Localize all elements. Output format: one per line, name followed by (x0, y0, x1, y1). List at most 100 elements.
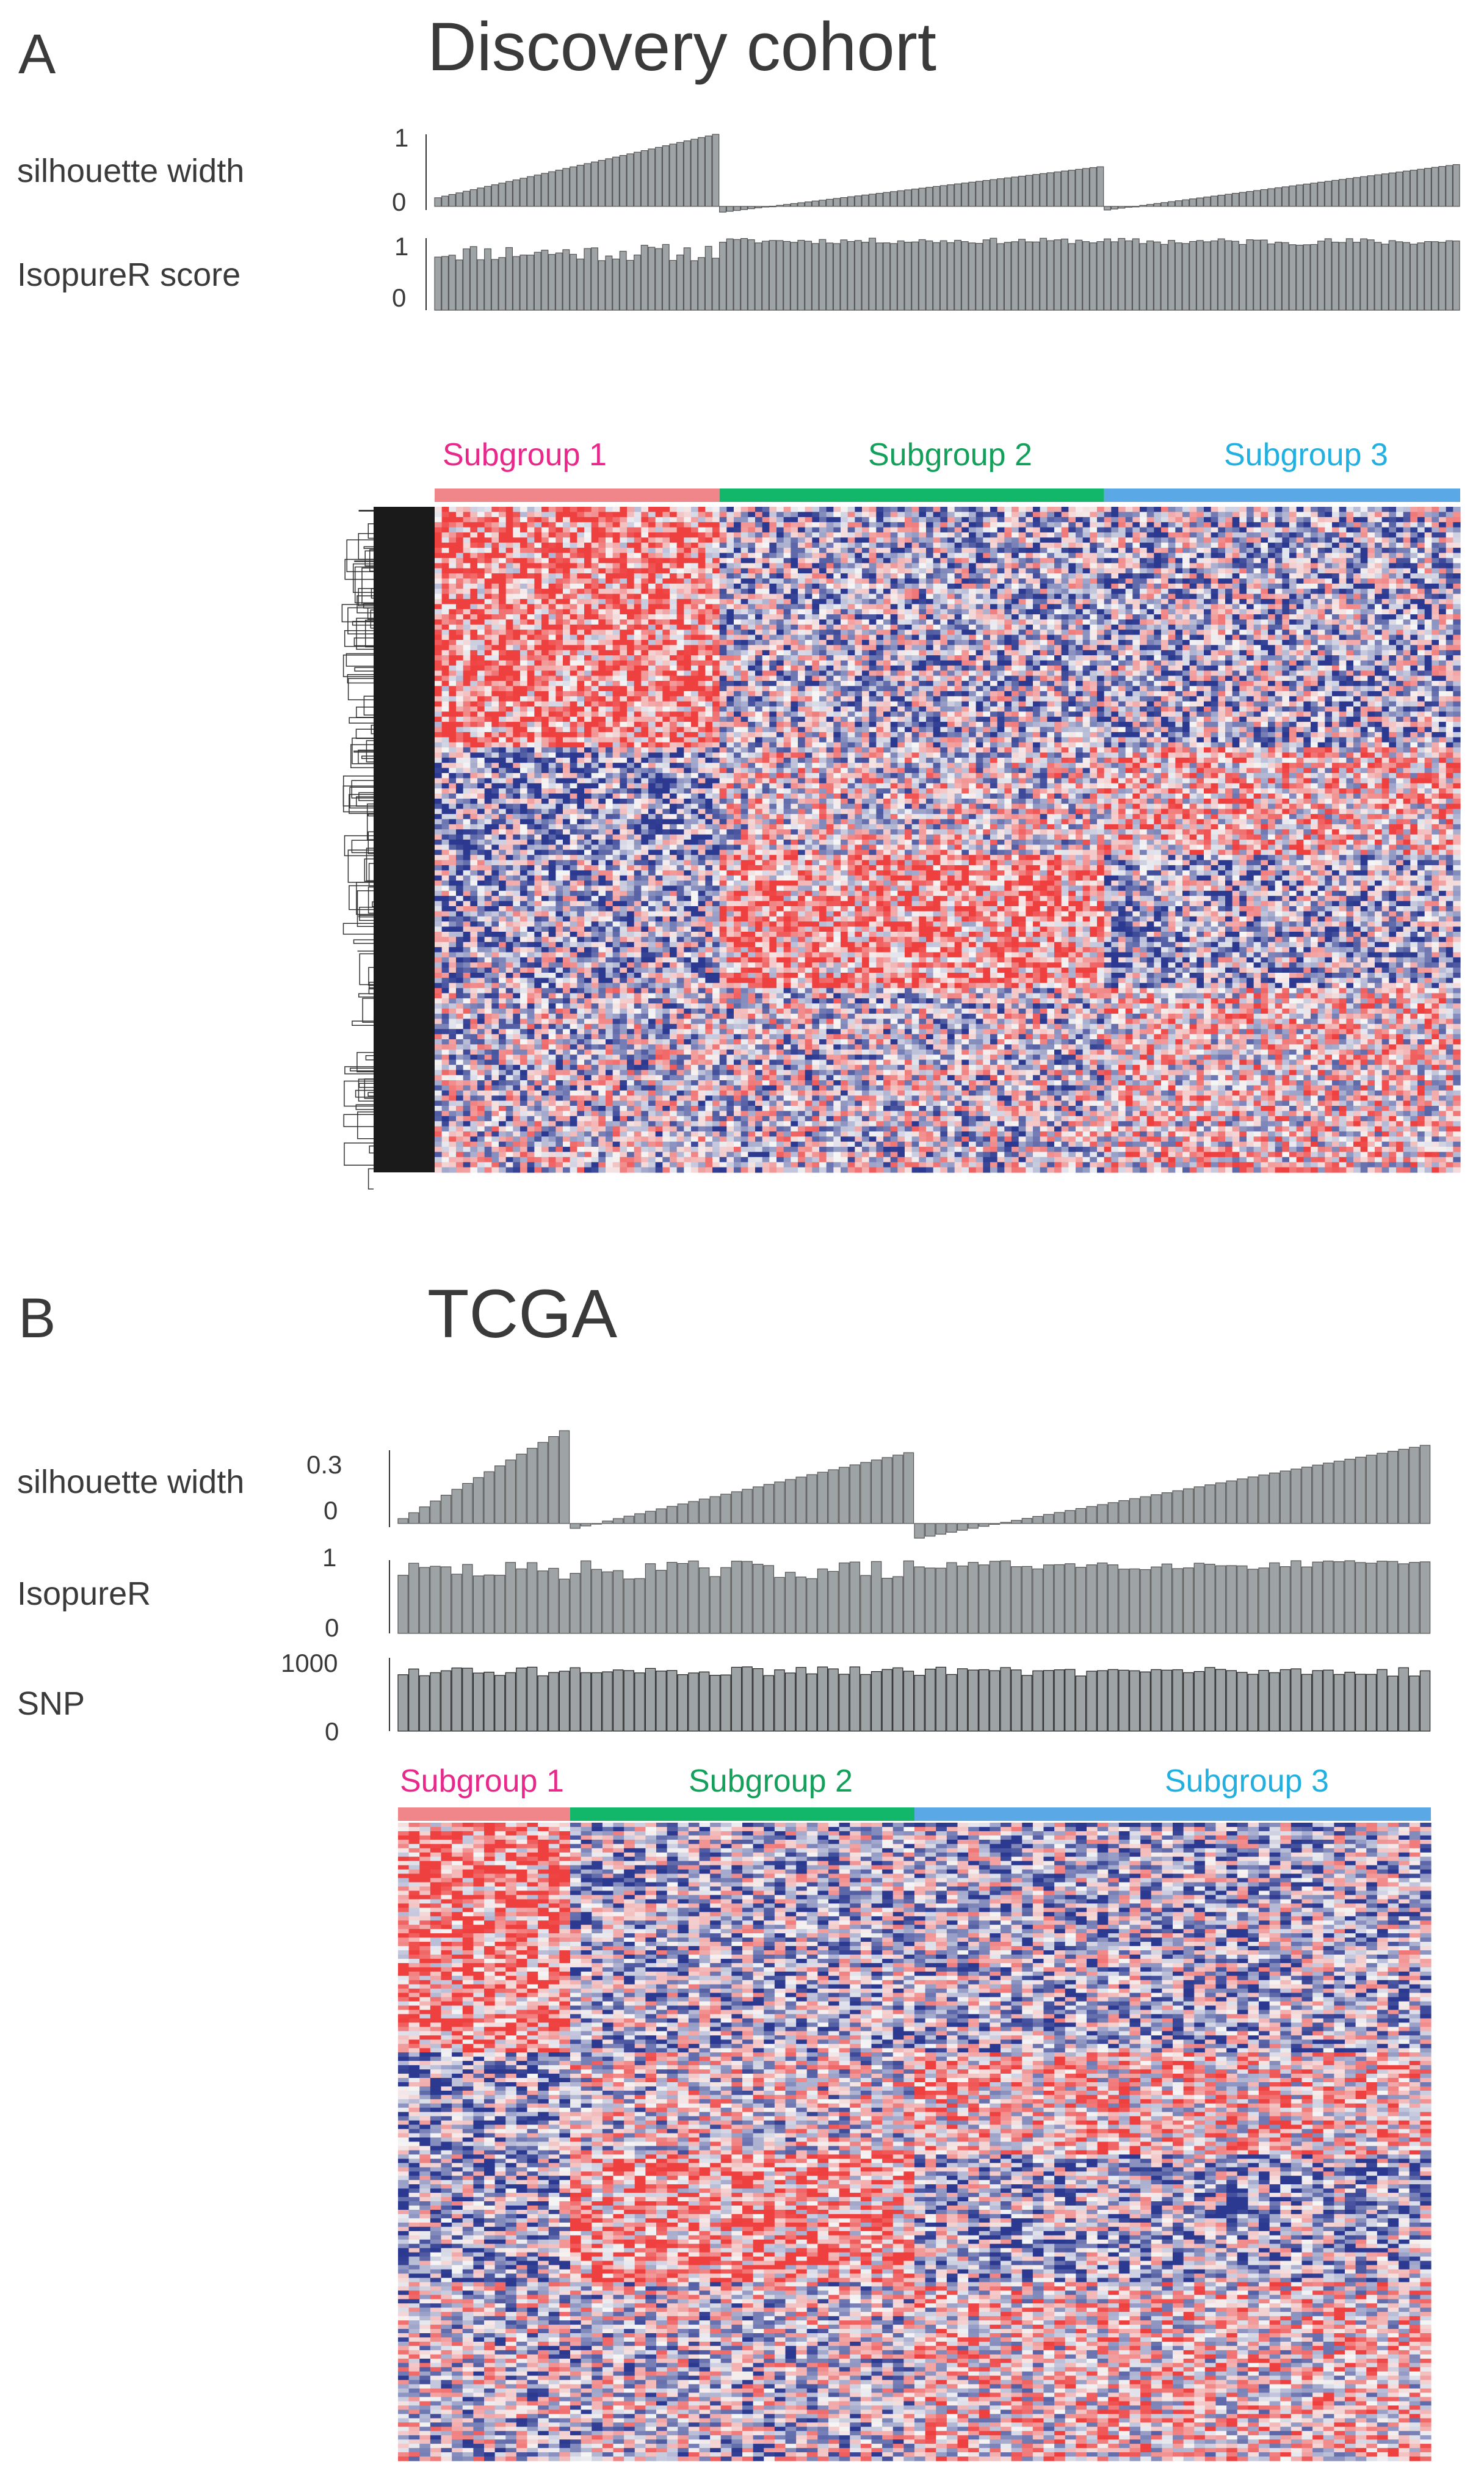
heatmap-cell (499, 517, 506, 523)
heatmap-cell (1161, 517, 1168, 523)
heatmap-cell (634, 548, 642, 553)
heatmap-cell (955, 666, 962, 671)
panel-a-subgroup-bar (435, 488, 1460, 502)
heatmap-cell (1261, 625, 1268, 630)
heatmap-cell (435, 594, 442, 600)
heatmap-cell (606, 517, 613, 523)
heatmap-cell (897, 507, 905, 512)
heatmap-cell (947, 609, 955, 615)
heatmap-cell (1453, 548, 1460, 553)
heatmap-cell (662, 640, 670, 645)
heatmap-cell (570, 635, 577, 641)
heatmap-cell (1375, 584, 1382, 589)
heatmap-cell (1417, 543, 1425, 548)
heatmap-cell (855, 573, 862, 579)
heatmap-cell (1026, 640, 1033, 645)
heatmap-cell (1318, 630, 1325, 635)
heatmap-cell (947, 645, 955, 650)
silhouette-bar (527, 176, 534, 206)
heatmap-cell (1161, 604, 1168, 609)
heatmap-cell (1090, 573, 1097, 579)
heatmap-cell (827, 661, 834, 666)
heatmap-cell (1254, 517, 1261, 523)
heatmap-cell (1225, 568, 1232, 574)
heatmap-cell (1232, 532, 1240, 538)
heatmap-cell (584, 543, 592, 548)
heatmap-cell (1026, 517, 1033, 523)
silhouette-bar (1297, 185, 1303, 206)
heatmap-cell (1175, 619, 1182, 625)
heatmap-cell (698, 599, 706, 605)
heatmap-cell (613, 507, 620, 512)
heatmap-cell (641, 630, 648, 635)
heatmap-cell (720, 666, 727, 671)
heatmap-cell (1239, 599, 1247, 605)
heatmap-cell (1453, 609, 1460, 615)
heatmap-cell (741, 537, 748, 543)
heatmap-cell (933, 532, 941, 538)
heatmap-cell (1261, 543, 1268, 548)
heatmap-cell (762, 635, 770, 641)
heatmap-cell (969, 619, 976, 625)
heatmap-cell (726, 532, 734, 538)
heatmap-cell (1147, 532, 1154, 538)
heatmap-cell (712, 666, 720, 671)
heatmap-cell (1047, 619, 1054, 625)
heatmap-cell (1196, 594, 1204, 600)
heatmap-cell (1382, 512, 1389, 517)
heatmap-cell (1083, 589, 1090, 594)
heatmap-cell (1068, 584, 1076, 589)
isopure-bar (734, 239, 740, 310)
heatmap-cell (1361, 604, 1368, 609)
heatmap-cell (463, 630, 471, 635)
heatmap-cell (819, 635, 827, 641)
heatmap-cell (1361, 640, 1368, 645)
heatmap-cell (961, 563, 969, 568)
heatmap-cell (791, 635, 798, 641)
heatmap-cell (1047, 512, 1054, 517)
heatmap-cell (1062, 619, 1069, 625)
heatmap-cell (677, 573, 684, 579)
heatmap-cell (592, 553, 599, 558)
heatmap-cell (1410, 558, 1417, 564)
heatmap-cell (969, 625, 976, 630)
heatmap-cell (862, 537, 869, 543)
heatmap-cell (1154, 584, 1161, 589)
isopure-bar (1396, 242, 1403, 310)
isopure-bar (613, 259, 620, 310)
heatmap-cell (1346, 625, 1353, 630)
heatmap-cell (684, 635, 691, 641)
heatmap-cell (1389, 522, 1396, 528)
heatmap-cell (1182, 548, 1190, 553)
heatmap-cell (449, 507, 456, 512)
heatmap-cell (1083, 522, 1090, 528)
heatmap-cell (506, 543, 513, 548)
heatmap-cell (726, 543, 734, 548)
heatmap-cell (1076, 666, 1083, 671)
heatmap-cell (1232, 517, 1240, 523)
heatmap-cell (891, 604, 898, 609)
heatmap-cell (961, 609, 969, 615)
heatmap-cell (1097, 661, 1104, 666)
heatmap-cell (449, 640, 456, 645)
heatmap-cell (570, 630, 577, 635)
heatmap-cell (798, 578, 805, 584)
heatmap-cell (634, 522, 642, 528)
heatmap-cell (627, 655, 634, 661)
heatmap-cell (435, 655, 442, 661)
heatmap-cell (720, 609, 727, 615)
heatmap-cell (1239, 645, 1247, 650)
heatmap-cell (891, 553, 898, 558)
heatmap-cell (1196, 507, 1204, 512)
heatmap-cell (812, 619, 819, 625)
heatmap-cell (862, 594, 869, 600)
heatmap-cell (848, 625, 855, 630)
heatmap-cell (712, 655, 720, 661)
heatmap-cell (634, 543, 642, 548)
heatmap-cell (1403, 604, 1411, 609)
heatmap-cell (1097, 532, 1104, 538)
heatmap-cell (1147, 619, 1154, 625)
silhouette-bar (520, 178, 527, 206)
heatmap-cell (926, 517, 933, 523)
heatmap-cell (435, 543, 442, 548)
